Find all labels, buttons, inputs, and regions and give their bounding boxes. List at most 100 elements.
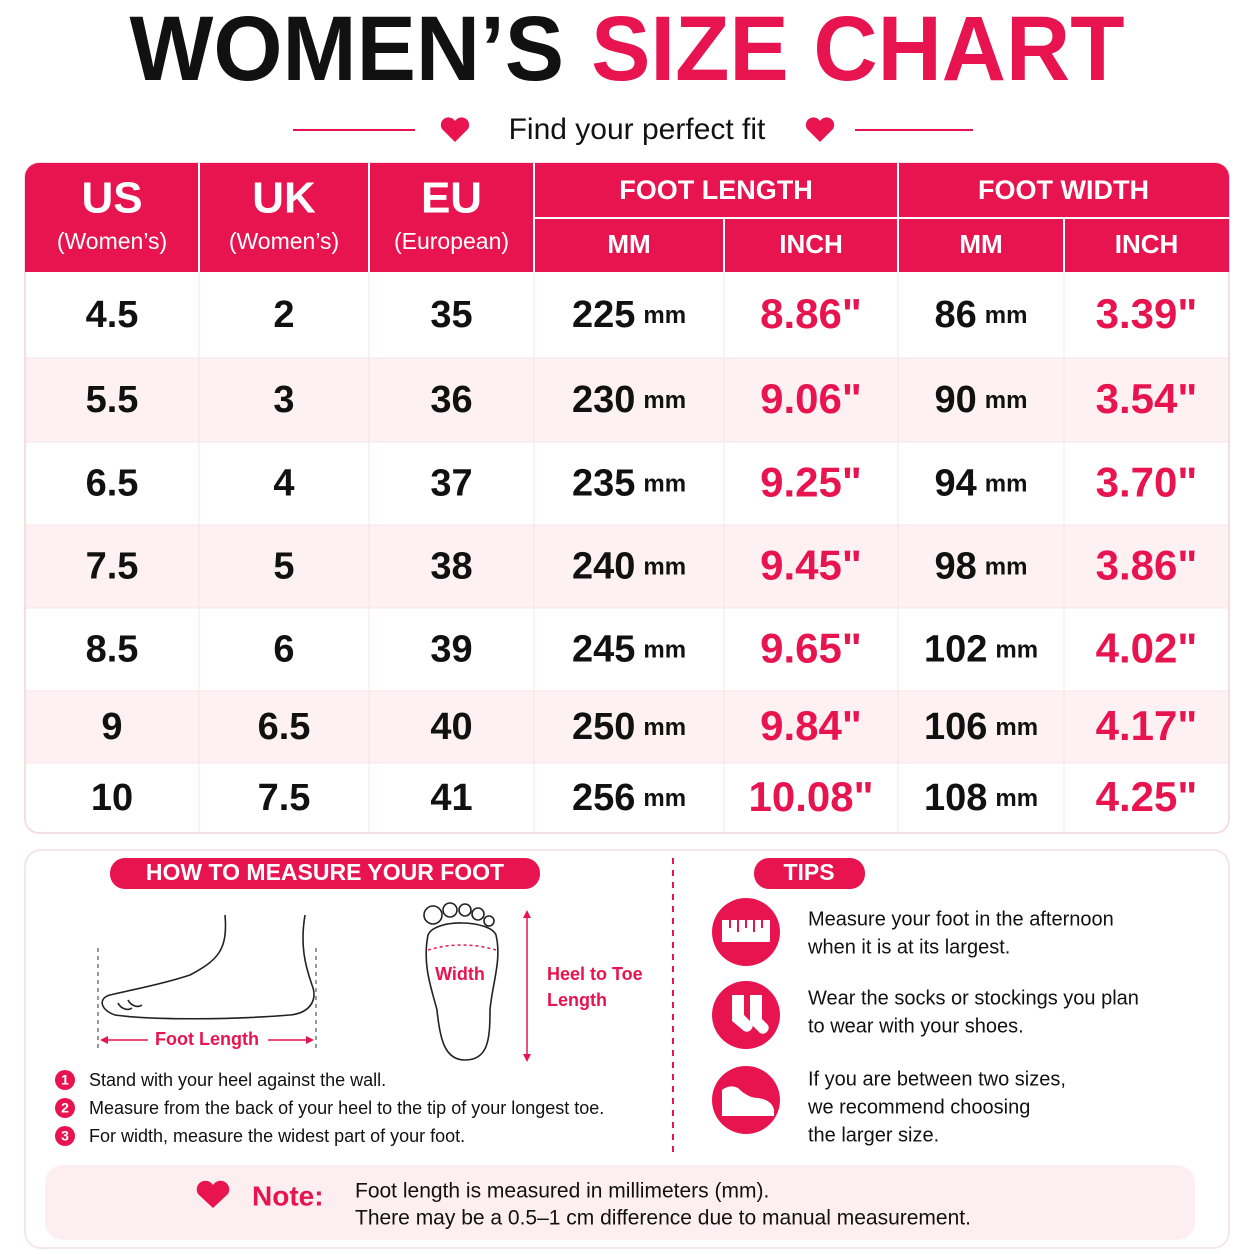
group-header: FOOT LENGTH xyxy=(619,175,812,205)
measurement-cell: 245 mm xyxy=(572,629,686,671)
column-header: UK xyxy=(252,174,316,223)
step-number: 2 xyxy=(61,1100,69,1116)
section-pill xyxy=(754,858,865,889)
measurement-unit: mm xyxy=(995,714,1038,741)
inch-cell: 3.54" xyxy=(1096,375,1198,422)
title-part: SIZE CHART xyxy=(591,0,1124,100)
tip-text: If you are between two sizes, xyxy=(808,1068,1066,1090)
measurement-unit: mm xyxy=(995,637,1038,664)
diagram-label: Width xyxy=(435,964,485,984)
size-cell: 4.5 xyxy=(86,294,139,336)
measurement-cell: 240 mm xyxy=(572,546,686,588)
note-box xyxy=(45,1165,1195,1240)
column-header: US xyxy=(81,174,142,223)
size-cell: 3 xyxy=(273,379,294,421)
diagram-label: Heel to Toe xyxy=(547,964,643,984)
measurement-unit: mm xyxy=(985,471,1028,498)
measurement-value: 86 xyxy=(935,294,977,336)
measurement-value: 98 xyxy=(935,546,977,588)
inch-cell: 9.25" xyxy=(760,459,862,506)
step-number: 3 xyxy=(61,1128,69,1144)
width-guide xyxy=(427,944,497,951)
size-cell: 6.5 xyxy=(86,463,139,505)
diagram-label: Length xyxy=(547,990,607,1010)
measurement-unit: mm xyxy=(985,302,1028,329)
measurement-cell: 106 mm xyxy=(924,706,1038,748)
note-text: Foot length is measured in millimeters (… xyxy=(355,1180,769,1203)
column-subheader: INCH xyxy=(1115,229,1179,259)
size-cell: 7.5 xyxy=(258,777,311,819)
measurement-value: 235 xyxy=(572,463,635,505)
info-panel xyxy=(24,849,1230,1249)
measurement-value: 245 xyxy=(572,629,635,671)
measurement-cell: 235 mm xyxy=(572,463,686,505)
tip-text: Wear the socks or stockings you plan xyxy=(808,987,1139,1009)
section-heading: TIPS xyxy=(783,859,834,885)
size-cell: 41 xyxy=(430,777,472,819)
size-cell: 37 xyxy=(430,463,472,505)
size-cell: 7.5 xyxy=(86,546,139,588)
measurement-cell: 98 mm xyxy=(935,546,1028,588)
size-cell: 10 xyxy=(91,777,133,819)
measurement-value: 94 xyxy=(935,463,977,505)
inch-cell: 9.06" xyxy=(760,375,862,422)
tip-text: Measure your foot in the afternoon xyxy=(808,908,1114,930)
measurement-cell: 108 mm xyxy=(924,777,1038,819)
size-cell: 36 xyxy=(430,379,472,421)
measurement-cell: 230 mm xyxy=(572,379,686,421)
measurement-unit: mm xyxy=(985,387,1028,414)
inch-cell: 4.25" xyxy=(1096,773,1198,820)
row-background xyxy=(26,691,1228,763)
ruler-icon xyxy=(729,920,763,932)
note-label: Note: xyxy=(252,1180,324,1211)
inch-cell: 4.17" xyxy=(1096,702,1198,749)
tip-text: to wear with your shoes. xyxy=(808,1015,1024,1037)
step-number: 1 xyxy=(61,1072,69,1088)
measurement-unit: mm xyxy=(985,554,1028,581)
measurement-value: 108 xyxy=(924,777,987,819)
measurement-cell: 90 mm xyxy=(935,379,1028,421)
column-subheader: (European) xyxy=(394,228,509,254)
subtitle: Find your perfect fit xyxy=(509,113,766,146)
ruler-icon xyxy=(722,920,770,942)
size-cell: 6.5 xyxy=(258,706,311,748)
inch-cell: 4.02" xyxy=(1096,625,1198,672)
tip-text: when it is at its largest. xyxy=(807,936,1010,958)
measurement-cell: 94 mm xyxy=(935,463,1028,505)
step-badge xyxy=(55,1126,75,1146)
size-cell: 4 xyxy=(273,463,294,505)
column-subheader: MM xyxy=(607,229,650,259)
step-badge xyxy=(55,1070,75,1090)
measurement-cell: 256 mm xyxy=(572,777,686,819)
row-background xyxy=(26,358,1228,442)
size-cell: 35 xyxy=(430,294,472,336)
table-header xyxy=(25,200,1229,272)
measurement-unit: mm xyxy=(643,471,686,498)
inch-cell: 9.84" xyxy=(760,702,862,749)
tip-text: the larger size. xyxy=(808,1124,939,1146)
measurement-cell: 102 mm xyxy=(924,629,1038,671)
column-header: EU xyxy=(421,174,482,223)
measurement-unit: mm xyxy=(643,302,686,329)
tip-text: we recommend choosing xyxy=(807,1096,1030,1118)
shoe-icon xyxy=(722,1086,774,1116)
inch-cell: 9.65" xyxy=(760,625,862,672)
size-cell: 8.5 xyxy=(86,629,139,671)
inch-cell: 9.45" xyxy=(760,542,862,589)
size-cell: 9 xyxy=(101,706,122,748)
section-pill xyxy=(110,858,540,889)
heart-icon xyxy=(440,117,470,142)
measurement-cell: 225 mm xyxy=(572,294,686,336)
measurement-cell: 86 mm xyxy=(935,294,1028,336)
measurement-unit: mm xyxy=(995,785,1038,812)
measurement-value: 102 xyxy=(924,629,987,671)
measurement-unit: mm xyxy=(643,785,686,812)
foot-top-illustration xyxy=(423,902,499,1061)
size-cell: 40 xyxy=(430,706,472,748)
measurement-unit: mm xyxy=(643,554,686,581)
note-text: There may be a 0.5–1 cm difference due t… xyxy=(355,1207,971,1230)
measurement-unit: mm xyxy=(643,714,686,741)
inch-cell: 8.86" xyxy=(760,290,862,337)
measurement-value: 256 xyxy=(572,777,635,819)
